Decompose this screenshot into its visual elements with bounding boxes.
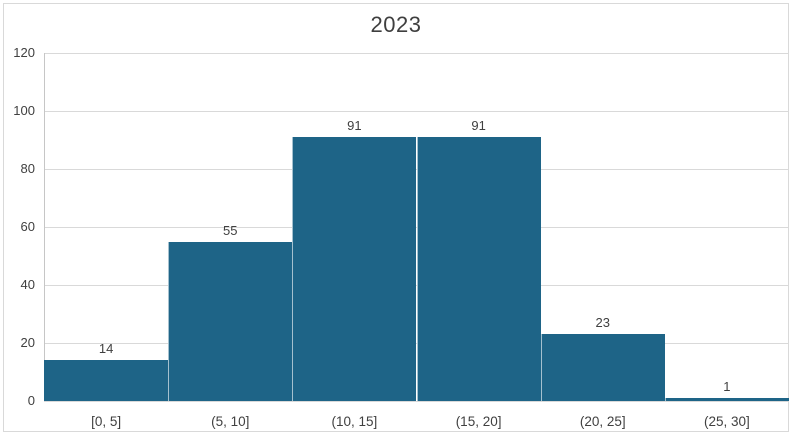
y-tick-label: 60 bbox=[20, 219, 35, 234]
bar-value-label: 91 bbox=[471, 118, 486, 134]
histogram-bar-(15, 20] bbox=[416, 137, 541, 401]
y-tick-label: 20 bbox=[20, 335, 35, 350]
y-tick-label: 0 bbox=[27, 393, 35, 408]
x-tick-label: (20, 25] bbox=[579, 414, 626, 429]
y-axis-line bbox=[44, 53, 45, 401]
histogram-bar-(10, 15] bbox=[292, 137, 417, 401]
histogram-bar-[0, 5] bbox=[44, 360, 169, 401]
histogram-bar-(25, 30] bbox=[664, 398, 789, 401]
y-tick-label: 80 bbox=[20, 161, 35, 176]
x-tick-label: (10, 15] bbox=[331, 414, 378, 429]
chart-container: 2023 14 55 91 91 23 1 0 20 40 60 80 100 120 [0, 5] (… bbox=[3, 3, 789, 432]
plot-area: 14 55 91 91 23 1 bbox=[44, 53, 789, 401]
histogram-bar-(5, 10] bbox=[168, 241, 293, 401]
x-tick-label: (15, 20] bbox=[455, 414, 502, 429]
y-tick-label: 40 bbox=[20, 277, 35, 292]
gridline bbox=[44, 52, 789, 54]
gridline bbox=[44, 400, 789, 402]
chart-title: 2023 bbox=[370, 12, 422, 37]
bar-value-label: 1 bbox=[723, 379, 731, 395]
gridline bbox=[44, 110, 789, 112]
x-tick-label: [0, 5] bbox=[91, 414, 122, 429]
y-tick-label: 120 bbox=[13, 45, 35, 60]
x-tick-label: (25, 30] bbox=[704, 414, 750, 429]
bar-value-label: 14 bbox=[98, 341, 114, 357]
bar-value-label: 55 bbox=[223, 222, 238, 238]
histogram-bar-(20, 25] bbox=[540, 334, 665, 401]
bar-value-label: 23 bbox=[595, 315, 610, 331]
y-tick-label: 100 bbox=[13, 103, 35, 118]
bar-value-label: 91 bbox=[347, 118, 362, 134]
x-tick-label: (5, 10] bbox=[211, 414, 250, 429]
